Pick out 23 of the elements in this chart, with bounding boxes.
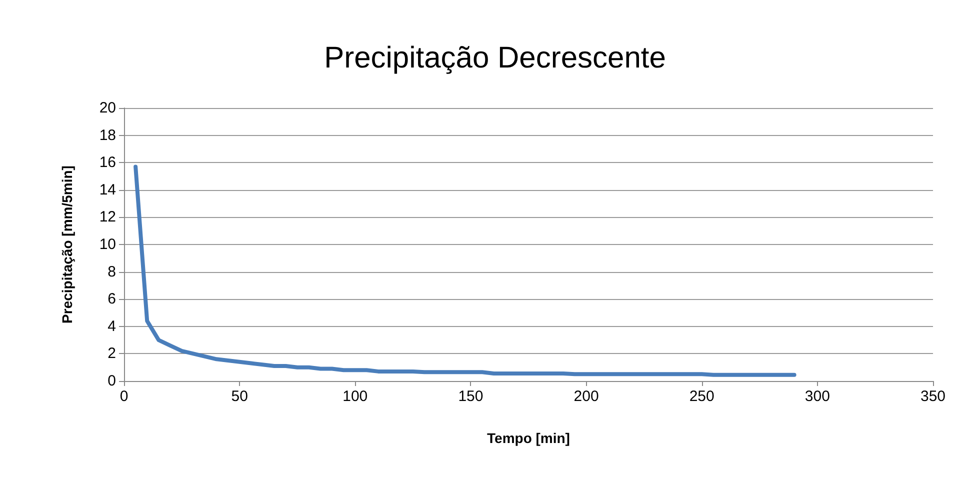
x-axis-title: Tempo [min] — [487, 430, 570, 446]
y-tick-label: 2 — [108, 345, 116, 362]
line-series — [134, 164, 796, 377]
x-tick-label: 50 — [231, 388, 248, 405]
y-tick-label: 18 — [99, 126, 116, 144]
x-tick-label: 300 — [804, 388, 830, 405]
y-tick-label: 20 — [99, 100, 116, 116]
y-tick-label: 0 — [108, 372, 116, 390]
y-tick-label: 12 — [99, 208, 116, 226]
y-tick-label: 4 — [108, 318, 116, 335]
y-tick-label: 14 — [99, 181, 116, 198]
x-tick-label: 100 — [342, 388, 368, 405]
y-tick-label: 8 — [108, 263, 116, 280]
y-tick-label: 10 — [99, 236, 116, 253]
x-tick-label: 250 — [689, 388, 714, 405]
x-tick-label: 200 — [574, 388, 599, 405]
y-tick-label: 6 — [108, 290, 116, 308]
x-tick-label: 0 — [120, 388, 128, 405]
y-tick-label: 16 — [99, 154, 116, 172]
x-tick-label: 350 — [920, 388, 946, 405]
x-tick-label: 150 — [458, 388, 484, 405]
y-axis-title: Precipitação [mm/5min] — [59, 166, 75, 324]
chart-title: Precipitação Decrescente — [324, 42, 666, 74]
